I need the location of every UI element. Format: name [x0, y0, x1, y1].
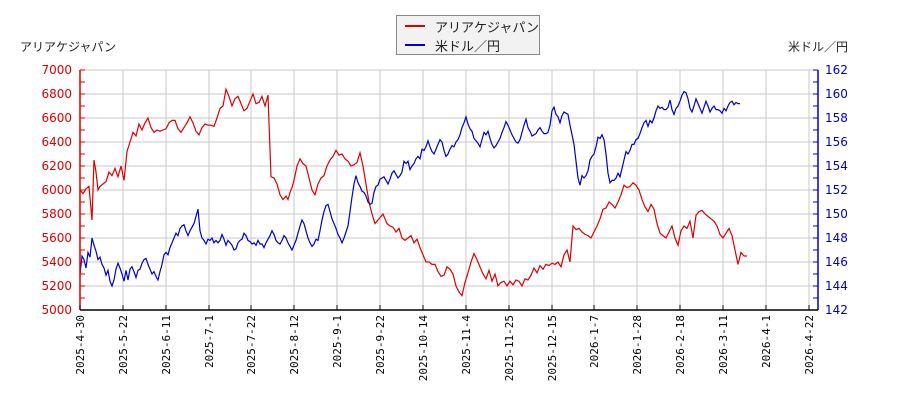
x-tick-label: 2026-4-1: [760, 315, 773, 368]
legend: アリアケジャパン 米ドル／円: [396, 15, 540, 55]
grid-lines: [79, 69, 818, 311]
x-tick-label: 2025-7-1: [203, 315, 216, 368]
svg-text:162: 162: [825, 63, 848, 77]
x-tick-label: 2026-2-18: [674, 315, 687, 375]
svg-text:6600: 6600: [41, 111, 72, 125]
svg-text:150: 150: [825, 207, 848, 221]
series-line-usdjpy: [79, 90, 740, 288]
svg-text:160: 160: [825, 87, 848, 101]
svg-text:5000: 5000: [41, 303, 72, 317]
series-line-stock: [79, 87, 747, 297]
svg-text:146: 146: [825, 255, 848, 269]
svg-text:144: 144: [825, 279, 848, 293]
legend-entry-usdjpy: 米ドル／円: [405, 36, 501, 55]
svg-text:152: 152: [825, 183, 848, 197]
x-tick-label: 2025-10-14: [417, 315, 430, 382]
svg-text:5600: 5600: [41, 231, 72, 245]
svg-text:6200: 6200: [41, 159, 72, 173]
x-tick-label: 2025-4-30: [74, 315, 87, 375]
svg-text:154: 154: [825, 159, 848, 173]
svg-text:158: 158: [825, 111, 848, 125]
x-tick-label: 2026-1-7: [588, 315, 601, 368]
left-axis-title: アリアケジャパン: [20, 40, 117, 54]
x-tick-label: 2025-11-25: [503, 315, 516, 381]
legend-label-usdjpy: 米ドル／円: [435, 39, 501, 55]
legend-entry-stock: アリアケジャパン: [405, 17, 540, 36]
legend-swatch-red: [405, 25, 425, 27]
x-tick-label: 2025-9-1: [331, 315, 344, 368]
svg-text:6000: 6000: [41, 183, 72, 197]
legend-label-stock: アリアケジャパン: [435, 20, 540, 36]
x-tick-label: 2026-3-11: [717, 315, 730, 375]
svg-text:6800: 6800: [41, 87, 72, 101]
right-axis-title: 米ドル／円: [788, 40, 849, 54]
svg-text:5800: 5800: [41, 207, 72, 221]
right-y-axis: 142 144 146 148 150 152 154 156 158 160 162: [813, 63, 848, 317]
x-tick-label: 2026-4-22: [803, 315, 816, 375]
x-tick-label: 2025-12-15: [546, 315, 559, 381]
series-layer: [79, 87, 747, 297]
x-tick-label: 2025-9-22: [374, 315, 387, 375]
left-y-axis: 5000 5200 5400 5600 5800 6000 6200 6400 6600 6800…: [41, 63, 85, 317]
svg-text:7000: 7000: [41, 63, 72, 77]
svg-text:5200: 5200: [41, 279, 72, 293]
x-tick-label: 2025-11-4: [460, 315, 473, 375]
x-tick-label: 2025-8-12: [288, 315, 301, 375]
x-tick-label: 2025-6-11: [160, 315, 173, 375]
svg-text:156: 156: [825, 135, 848, 149]
svg-text:5400: 5400: [41, 255, 72, 269]
svg-text:142: 142: [825, 303, 848, 317]
svg-text:148: 148: [825, 231, 848, 245]
x-tick-label: 2026-1-28: [631, 315, 644, 375]
svg-text:6400: 6400: [41, 135, 72, 149]
x-tick-label: 2025-7-22: [245, 315, 258, 375]
legend-swatch-blue: [405, 44, 425, 46]
x-axis: 2025-4-30 2025-5-22 2025-6-11 2025-7-1 2025-…: [74, 305, 818, 381]
x-tick-label: 2025-5-22: [117, 315, 130, 375]
